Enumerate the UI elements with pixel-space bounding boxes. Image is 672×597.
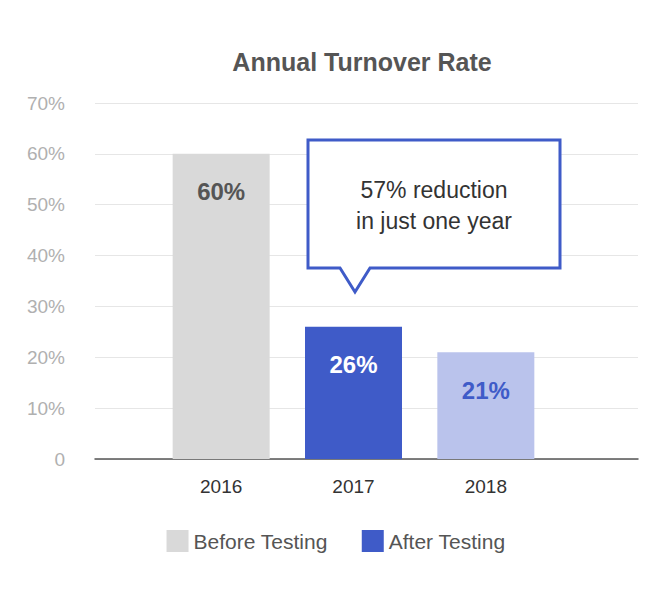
svg-text:26%: 26% (329, 351, 377, 378)
svg-text:2016: 2016 (200, 476, 242, 497)
svg-text:Annual Turnover Rate: Annual Turnover Rate (232, 48, 491, 76)
svg-text:60%: 60% (197, 178, 245, 205)
svg-text:40%: 40% (27, 245, 65, 266)
svg-text:Before Testing: Before Testing (194, 530, 328, 553)
svg-text:2018: 2018 (465, 476, 507, 497)
svg-text:After Testing: After Testing (389, 530, 505, 553)
svg-text:57% reduction: 57% reduction (360, 177, 507, 203)
svg-text:0: 0 (54, 449, 65, 470)
svg-text:in just one year: in just one year (356, 208, 512, 234)
svg-text:70%: 70% (27, 93, 65, 114)
svg-text:2017: 2017 (332, 476, 374, 497)
svg-text:20%: 20% (27, 347, 65, 368)
svg-text:50%: 50% (27, 194, 65, 215)
svg-text:21%: 21% (462, 377, 510, 404)
svg-text:10%: 10% (27, 398, 65, 419)
svg-text:60%: 60% (27, 143, 65, 164)
svg-text:30%: 30% (27, 296, 65, 317)
